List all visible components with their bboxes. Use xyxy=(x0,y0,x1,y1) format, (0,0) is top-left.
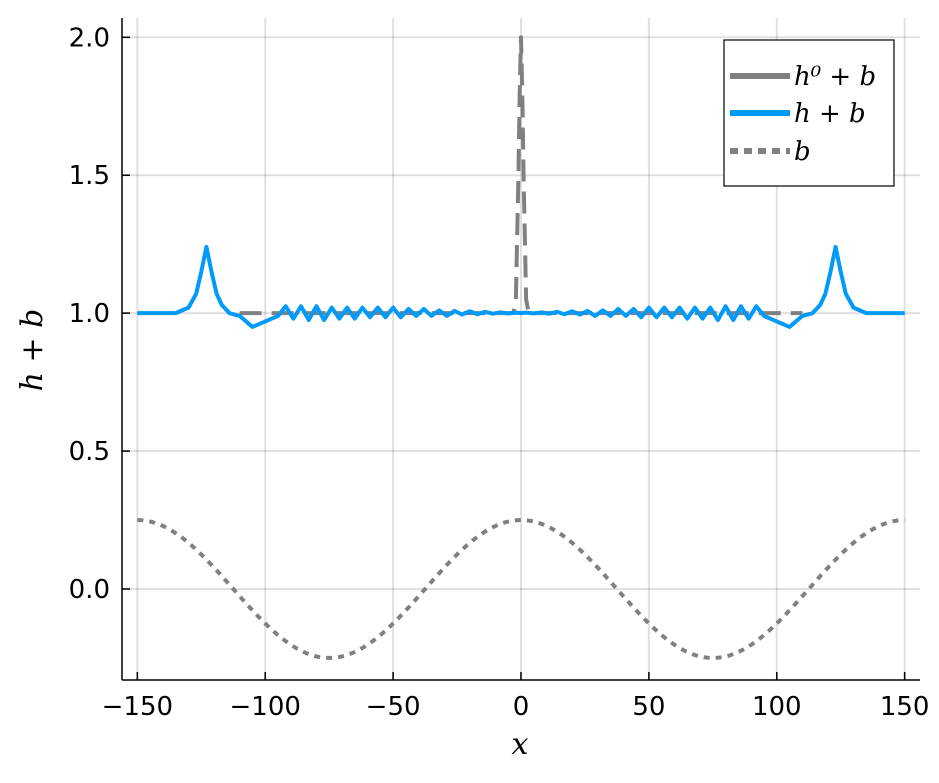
legend: h⁰ + b h + b b xyxy=(723,39,895,187)
y-tick-label: 2.0 xyxy=(69,23,110,53)
y-axis-title: h + b xyxy=(15,309,50,392)
y-tick-label: 0.5 xyxy=(69,437,110,467)
series-line-initial-state xyxy=(239,35,803,316)
x-axis-title: x xyxy=(512,727,529,762)
y-tick-label: 1.5 xyxy=(69,161,110,191)
x-tick-label: 50 xyxy=(632,692,665,722)
series-line-surface xyxy=(137,244,905,329)
x-tick-label: −100 xyxy=(230,692,301,722)
x-tick-label: −150 xyxy=(102,692,173,722)
series-line-bathymetry xyxy=(137,518,905,660)
series-layer xyxy=(137,35,905,660)
y-tick-label: 1.0 xyxy=(69,299,110,329)
x-tick-label: 0 xyxy=(513,692,530,722)
x-tick-label: 100 xyxy=(752,692,802,722)
y-tick-label: 0.0 xyxy=(69,575,110,605)
x-tick-label: −50 xyxy=(366,692,421,722)
legend-entry-bathymetry-label: b xyxy=(794,137,811,167)
ticks-layer: −150 −100 −50 0 50 100 150 0.0 0.5 1.0 1.5 2.0 xyxy=(69,23,930,722)
legend-entry-surface-label: h + b xyxy=(794,99,866,129)
x-tick-label: 150 xyxy=(880,692,930,722)
legend-entry-initial-state-label: h⁰ + b xyxy=(794,62,876,92)
